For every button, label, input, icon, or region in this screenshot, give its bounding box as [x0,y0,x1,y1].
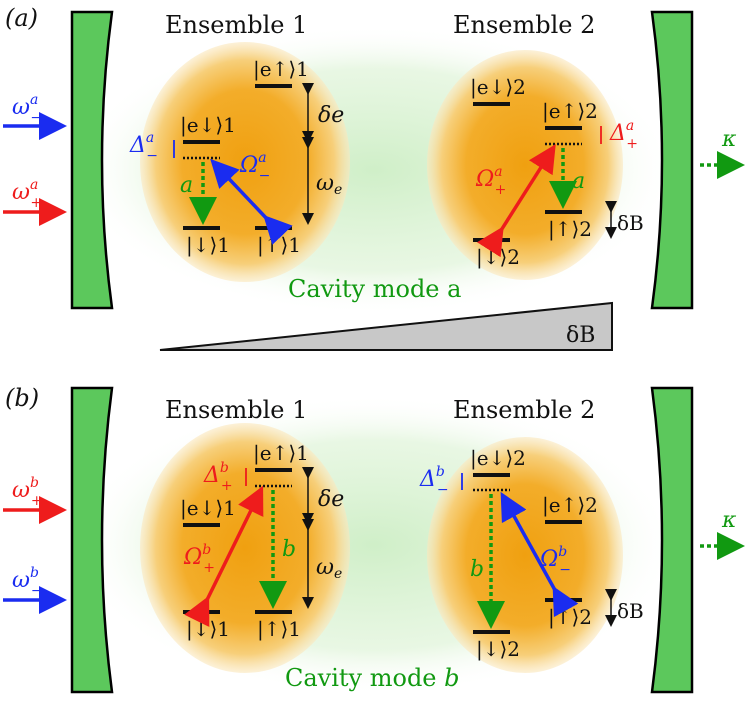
ensemble-2-title: Ensemble 2 [453,11,595,39]
level-e-down-2-b-label: |e↓⟩2 [470,446,526,471]
output-kappa-label: κ [721,127,737,152]
level-e-up-2-label: |e↑⟩2 [542,99,598,124]
ensemble-2-blob-b [427,437,623,673]
field-gradient-wedge [159,301,613,351]
output-kappa-label-b: κ [721,508,737,533]
cavity-transition-2-b-label: b [470,557,484,582]
panel-a: (a) Ensemble 1 Ensemble 2 ωa − ωa + κ |e↑⟩… [3,4,745,351]
field-gradient-label: δB [566,323,595,348]
panel-b-tag: (b) [5,384,39,412]
cavity-transition-1-b-label: b [282,537,296,562]
right-mirror [650,10,694,310]
ensemble-1-levels: |e↑⟩1 |e↓⟩1 |↓⟩1 |↑⟩1 δe ωe Δa − a Ωa − [129,57,344,258]
rabi-label-2: Ωa + [475,164,506,198]
detuning-label-2: Δa + [609,118,638,152]
left-mirror [70,10,114,310]
panel-b: (b) Ensemble 1 Ensemble 2 ωb + ωb − κ |e↑⟩… [3,384,745,695]
rabi-arrow-1 [210,158,293,245]
level-up-1-label: |↑⟩1 [257,233,301,258]
level-up-1-b-label: |↑⟩1 [257,617,301,642]
ensemble-2-levels: |e↓⟩2 |e↑⟩2 |↑⟩2 |↓⟩2 Δa + a Ωa + δB [470,75,644,270]
delta-e-label-b: δe [318,487,344,512]
level-e-up-2-b-label: |e↑⟩2 [542,493,598,518]
input-omega-plus-label: ωa + [12,177,42,211]
rabi-label-1: Ωa − [239,150,270,184]
level-e-up-1-b-label: |e↑⟩1 [253,441,309,466]
rabi-label-1-b: Ωb + [183,542,215,576]
level-e-down-2-label: |e↓⟩2 [470,75,526,100]
level-down-1-label: |↓⟩1 [186,233,230,258]
level-e-down-1-b-label: |e↓⟩1 [180,496,236,521]
level-e-up-1-label: |e↑⟩1 [253,57,309,82]
ensemble-1-blob-b [140,423,350,673]
rabi-arrow-1-b [184,485,264,628]
detuning-label-2-b: Δb − [419,464,449,498]
ensemble-1-title: Ensemble 1 [165,11,307,39]
panel-a-tag: (a) [5,4,38,32]
delta-e-label: δe [318,103,344,128]
rabi-arrow-2-b [500,491,579,618]
cavity-transition-1-label: a [180,173,193,198]
right-mirror-b [650,386,694,694]
cavity-transition-2-label: a [572,169,585,194]
level-up-2-label: |↑⟩2 [548,217,592,242]
level-down-2-label: |↓⟩2 [476,245,520,270]
level-down-1-b-label: |↓⟩1 [186,617,230,642]
cavity-mode-b-label: Cavity mode b [285,664,460,692]
level-up-2-b-label: |↑⟩2 [548,605,592,630]
rabi-arrow-2 [476,144,556,258]
zeeman-label-2-b: δB [617,599,644,623]
ensemble-1-levels-b: |e↑⟩1 |e↓⟩1 |↓⟩1 |↑⟩1 δe ωe Δb + b Ωb + [180,441,344,642]
ensemble-2-levels-b: |e↓⟩2 |e↑⟩2 |↑⟩2 |↓⟩2 Δb − b Ωb − δB [419,446,644,662]
ensemble-2-title-b: Ensemble 2 [453,396,595,424]
input-omega-plus-label-b: ωb + [12,475,43,509]
zeeman-label-2: δB [617,211,644,235]
cavity-mode-a-label: Cavity mode a [288,275,461,303]
detuning-label-1: Δa − [129,130,158,164]
level-e-down-1-label: |e↓⟩1 [180,113,236,138]
rabi-label-2-b: Ωb − [539,544,571,578]
level-down-2-b-label: |↓⟩2 [476,637,520,662]
input-omega-minus-label: ωa − [12,92,42,126]
left-mirror-b [70,386,114,694]
input-omega-minus-label-b: ωb − [12,565,43,599]
ensemble-1-title-b: Ensemble 1 [165,396,307,424]
